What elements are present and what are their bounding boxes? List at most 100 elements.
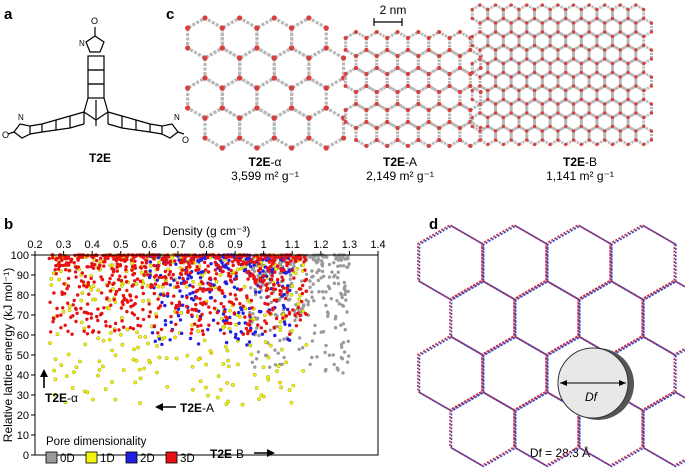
framework-node <box>610 34 615 39</box>
point-0D <box>252 269 257 273</box>
framework-node <box>509 75 513 79</box>
framework-node <box>626 34 630 39</box>
framework-node <box>587 129 591 133</box>
point-3D <box>207 323 211 327</box>
framework-node <box>548 70 552 75</box>
point-2D <box>287 338 292 342</box>
framework-node <box>525 75 529 79</box>
point-3D <box>246 331 250 336</box>
point-0D <box>254 357 259 361</box>
framework-node <box>540 21 544 25</box>
framework-node <box>509 102 513 106</box>
point-1D <box>121 368 126 372</box>
framework-node <box>525 129 529 133</box>
framework-node <box>595 61 599 66</box>
framework-node <box>374 102 379 106</box>
point-3D <box>161 293 166 297</box>
framework-node <box>556 30 560 34</box>
framework-node <box>540 102 544 106</box>
point-1D <box>221 362 226 366</box>
framework-node <box>478 84 482 88</box>
framework-node <box>634 48 638 52</box>
point-3D <box>190 261 194 265</box>
point-3D <box>265 266 270 270</box>
point-0D <box>278 262 282 267</box>
framework-node <box>385 84 390 88</box>
framework-node <box>501 70 505 75</box>
framework-node <box>493 21 498 25</box>
legend-label-1D: 1D <box>100 453 115 465</box>
framework-node <box>618 102 622 106</box>
point-0D <box>312 299 316 303</box>
framework-node <box>478 90 483 94</box>
point-0D <box>346 339 350 344</box>
point-1D <box>91 397 95 402</box>
framework-node <box>501 61 505 66</box>
point-3D <box>109 303 113 307</box>
framework-node <box>540 111 544 115</box>
point-3D <box>91 329 96 333</box>
point-0D <box>325 310 330 314</box>
point-3D <box>206 270 211 274</box>
point-1D <box>78 359 82 364</box>
point-1D <box>141 299 146 303</box>
point-2D <box>169 320 173 324</box>
point-1D <box>101 338 106 343</box>
framework-node <box>548 88 552 93</box>
framework-node <box>486 142 490 147</box>
y-tick-label: 40 <box>17 370 29 382</box>
framework-node <box>556 102 560 106</box>
point-1D <box>266 355 271 360</box>
framework-node <box>340 55 347 61</box>
framework-node <box>323 85 329 91</box>
point-3D <box>86 280 91 285</box>
point-0D <box>341 371 345 375</box>
point-1D <box>80 291 85 295</box>
point-3D <box>213 268 218 272</box>
framework-node <box>540 48 544 52</box>
framework-node <box>374 138 379 142</box>
point-3D <box>277 283 281 288</box>
framework-node <box>426 108 431 112</box>
framework-node <box>405 84 410 88</box>
point-2D <box>253 330 258 334</box>
point-3D <box>51 320 55 324</box>
point-3D <box>266 287 270 292</box>
point-1D <box>74 365 79 370</box>
point-3D <box>198 255 202 259</box>
point-3D <box>55 306 59 311</box>
point-3D <box>85 265 89 269</box>
point-2D <box>239 330 243 334</box>
point-0D <box>339 355 343 360</box>
point-0D <box>297 347 301 351</box>
point-3D <box>128 326 133 330</box>
point-2D <box>189 275 193 280</box>
framework-node <box>564 34 568 39</box>
point-1D <box>132 347 136 352</box>
point-3D <box>270 258 274 263</box>
point-3D <box>70 332 74 336</box>
point-2D <box>163 323 168 327</box>
point-3D <box>263 319 267 323</box>
point-3D <box>112 257 116 261</box>
framework-node <box>564 70 568 75</box>
hex-cell <box>307 106 346 150</box>
framework-node <box>579 142 583 147</box>
point-3D <box>103 257 107 261</box>
point-3D <box>261 274 266 278</box>
point-0D <box>256 350 261 354</box>
point-3D <box>124 265 128 269</box>
framework-node <box>354 66 358 70</box>
point-3D <box>64 257 68 261</box>
framework-node <box>642 16 646 21</box>
point-0D <box>342 264 346 268</box>
point-1D <box>208 349 213 353</box>
point-0D <box>289 273 293 277</box>
framework-node <box>595 16 599 21</box>
point-1D <box>195 314 200 319</box>
framework-node <box>271 115 277 121</box>
point-3D <box>250 306 254 310</box>
framework-node <box>610 16 615 21</box>
point-3D <box>139 266 143 270</box>
point-3D <box>91 266 96 270</box>
